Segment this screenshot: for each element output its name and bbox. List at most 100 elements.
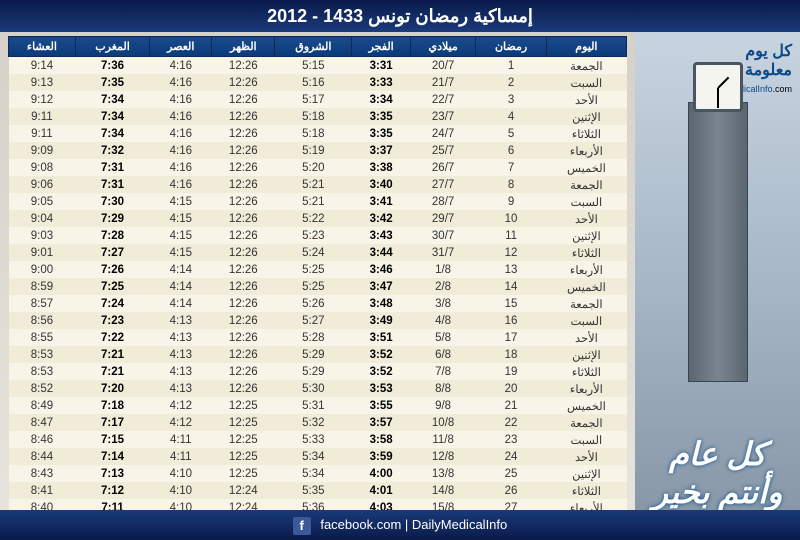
table-row: الثلاثاء524/73:355:1812:264:167:349:11 — [9, 125, 627, 142]
table-cell: 9:01 — [9, 244, 76, 261]
table-cell: 9:09 — [9, 142, 76, 159]
table-cell: 8:40 — [9, 499, 76, 510]
table-cell: 8:47 — [9, 414, 76, 431]
table-cell: الأربعاء — [546, 261, 626, 278]
table-cell: 12:26 — [212, 142, 275, 159]
table-cell: الإثنين — [546, 465, 626, 482]
table-cell: 5:17 — [275, 91, 352, 108]
col-header: العصر — [150, 37, 212, 57]
table-cell: 4:11 — [150, 448, 212, 465]
table-cell: 9:14 — [9, 57, 76, 75]
table-cell: 11 — [476, 227, 546, 244]
table-cell: 10 — [476, 210, 546, 227]
table-cell: 7:14 — [75, 448, 149, 465]
table-cell: الأحد — [546, 210, 626, 227]
table-cell: 3:37 — [352, 142, 410, 159]
table-cell: 8:44 — [9, 448, 76, 465]
table-cell: الثلاثاء — [546, 125, 626, 142]
table-cell: 12/8 — [410, 448, 475, 465]
table-cell: 9:06 — [9, 176, 76, 193]
table-cell: 23 — [476, 431, 546, 448]
table-cell: 3:33 — [352, 74, 410, 91]
table-cell: 3 — [476, 91, 546, 108]
table-cell: 4:16 — [150, 91, 212, 108]
table-cell: 12:26 — [212, 261, 275, 278]
table-cell: 4:13 — [150, 380, 212, 397]
table-cell: 22 — [476, 414, 546, 431]
table-row: الجمعة2210/83:575:3212:254:127:178:47 — [9, 414, 627, 431]
table-cell: 4:16 — [150, 159, 212, 176]
table-cell: 3:48 — [352, 295, 410, 312]
table-cell: 5:29 — [275, 346, 352, 363]
table-cell: 9:03 — [9, 227, 76, 244]
table-cell: السبت — [546, 193, 626, 210]
table-cell: 8:53 — [9, 346, 76, 363]
table-row: الإثنين186/83:525:2912:264:137:218:53 — [9, 346, 627, 363]
table-cell: 4:13 — [150, 346, 212, 363]
table-cell: 26 — [476, 482, 546, 499]
table-cell: 9:13 — [9, 74, 76, 91]
table-cell: 3:52 — [352, 363, 410, 380]
table-cell: 5:18 — [275, 125, 352, 142]
table-cell: 7:15 — [75, 431, 149, 448]
table-cell: 12:26 — [212, 125, 275, 142]
table-row: الثلاثاء197/83:525:2912:264:137:218:53 — [9, 363, 627, 380]
table-cell: 3:35 — [352, 108, 410, 125]
table-cell: 8/8 — [410, 380, 475, 397]
page-title: إمساكية رمضان تونس 1433 - 2012 — [0, 0, 800, 32]
clock-face — [693, 62, 743, 112]
table-cell: 3:55 — [352, 397, 410, 414]
table-cell: 7:34 — [75, 125, 149, 142]
table-cell: 7:23 — [75, 312, 149, 329]
table-cell: 7:12 — [75, 482, 149, 499]
table-cell: 8:41 — [9, 482, 76, 499]
table-cell: 4:16 — [150, 142, 212, 159]
table-cell: 4:10 — [150, 499, 212, 510]
table-cell: 14/8 — [410, 482, 475, 499]
table-cell: 5:29 — [275, 363, 352, 380]
table-cell: 6/8 — [410, 346, 475, 363]
clock-tower-image — [678, 42, 758, 382]
table-row: الجمعة120/73:315:1512:264:167:369:14 — [9, 57, 627, 75]
table-cell: الجمعة — [546, 414, 626, 431]
table-cell: 4:10 — [150, 465, 212, 482]
table-cell: 3:42 — [352, 210, 410, 227]
table-cell: 3:41 — [352, 193, 410, 210]
table-cell: 7:24 — [75, 295, 149, 312]
table-cell: 31/7 — [410, 244, 475, 261]
table-cell: 7:26 — [75, 261, 149, 278]
table-cell: 5:34 — [275, 448, 352, 465]
table-cell: 5:23 — [275, 227, 352, 244]
table-row: الخميس219/83:555:3112:254:127:188:49 — [9, 397, 627, 414]
table-cell: 3:34 — [352, 91, 410, 108]
table-cell: 4:15 — [150, 227, 212, 244]
footer: f facebook.com | DailyMedicalInfo — [0, 510, 800, 540]
table-cell: 4:15 — [150, 244, 212, 261]
table-cell: 23/7 — [410, 108, 475, 125]
table-cell: 4:16 — [150, 108, 212, 125]
table-cell: 5/8 — [410, 329, 475, 346]
table-row: الخميس726/73:385:2012:264:167:319:08 — [9, 159, 627, 176]
table-cell: 12:26 — [212, 159, 275, 176]
table-cell: 3:46 — [352, 261, 410, 278]
table-cell: 5:15 — [275, 57, 352, 75]
table-cell: 9:08 — [9, 159, 76, 176]
table-cell: السبت — [546, 431, 626, 448]
table-cell: 16 — [476, 312, 546, 329]
table-cell: الثلاثاء — [546, 482, 626, 499]
footer-link[interactable]: facebook.com | DailyMedicalInfo — [320, 517, 507, 532]
table-cell: 12:26 — [212, 329, 275, 346]
table-cell: الإثنين — [546, 227, 626, 244]
table-cell: 4:11 — [150, 431, 212, 448]
table-cell: السبت — [546, 312, 626, 329]
table-cell: 7:13 — [75, 465, 149, 482]
table-cell: 7:18 — [75, 397, 149, 414]
table-row: الجمعة153/83:485:2612:264:147:248:57 — [9, 295, 627, 312]
table-cell: 4:10 — [150, 482, 212, 499]
table-cell: 17 — [476, 329, 546, 346]
table-cell: 20/7 — [410, 57, 475, 75]
table-row: الثلاثاء1231/73:445:2412:264:157:279:01 — [9, 244, 627, 261]
col-header: ميلادي — [410, 37, 475, 57]
table-cell: 27/7 — [410, 176, 475, 193]
table-cell: 5:30 — [275, 380, 352, 397]
